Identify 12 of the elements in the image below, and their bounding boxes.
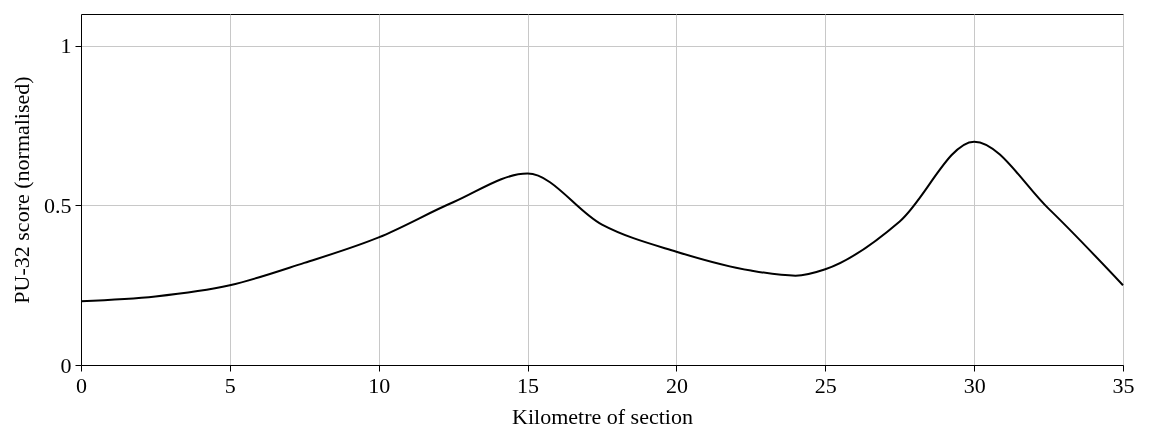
y-tick-label: 0.5 [44, 192, 72, 218]
x-tick-label: 35 [1112, 372, 1135, 398]
x-tick-label: 30 [963, 372, 986, 398]
y-axis-title: PU-32 score (normalised) [9, 76, 34, 304]
x-tick-label: 5 [224, 372, 236, 398]
x-tick-label: 20 [665, 372, 688, 398]
x-tick-label: 25 [814, 372, 837, 398]
x-tick-label: 15 [517, 372, 540, 398]
x-axis-title: Kilometre of section [512, 403, 693, 429]
x-tick-label: 10 [368, 372, 391, 398]
y-tick-label: 1 [60, 33, 72, 59]
y-tick-label: 0 [60, 352, 72, 378]
